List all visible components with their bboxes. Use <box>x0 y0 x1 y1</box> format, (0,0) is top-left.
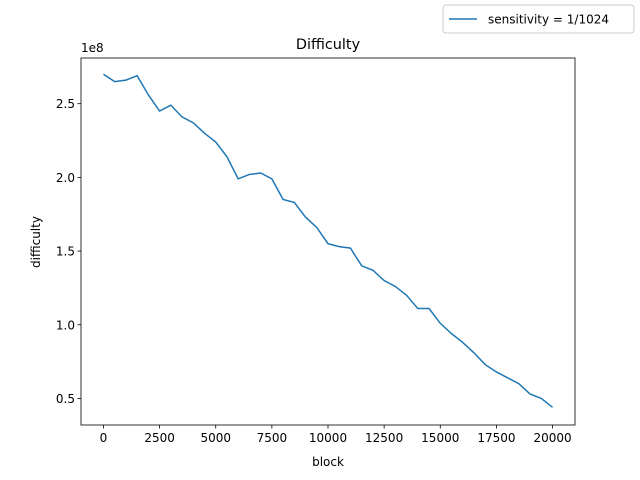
legend-box <box>442 4 635 34</box>
x-tick-label: 10000 <box>309 431 347 445</box>
y-tick-label: 2.0 <box>56 171 75 185</box>
y-tick-label: 1.5 <box>56 245 75 259</box>
data-line <box>103 73 554 408</box>
y-axis-label: difficulty <box>29 216 43 268</box>
x-tick-label: 12500 <box>365 431 403 445</box>
x-axis-label: block <box>312 455 344 469</box>
y-offset-label: 1e8 <box>81 41 104 55</box>
x-tick-label: 17500 <box>477 431 515 445</box>
x-tick-label: 20000 <box>533 431 571 445</box>
legend-label: sensitivity = 1/1024 <box>488 13 609 27</box>
chart-title: Difficulty <box>296 37 361 53</box>
x-tick-label: 2500 <box>144 431 175 445</box>
y-tick-label: 2.5 <box>56 97 75 111</box>
y-tick-label: 1.0 <box>56 318 75 332</box>
x-tick-label: 7500 <box>257 431 288 445</box>
x-tick-label: 0 <box>100 431 108 445</box>
y-tick-label: 0.5 <box>56 392 75 406</box>
x-tick-label: 5000 <box>200 431 231 445</box>
x-tick-label: 15000 <box>421 431 459 445</box>
axes-frame <box>80 57 576 426</box>
